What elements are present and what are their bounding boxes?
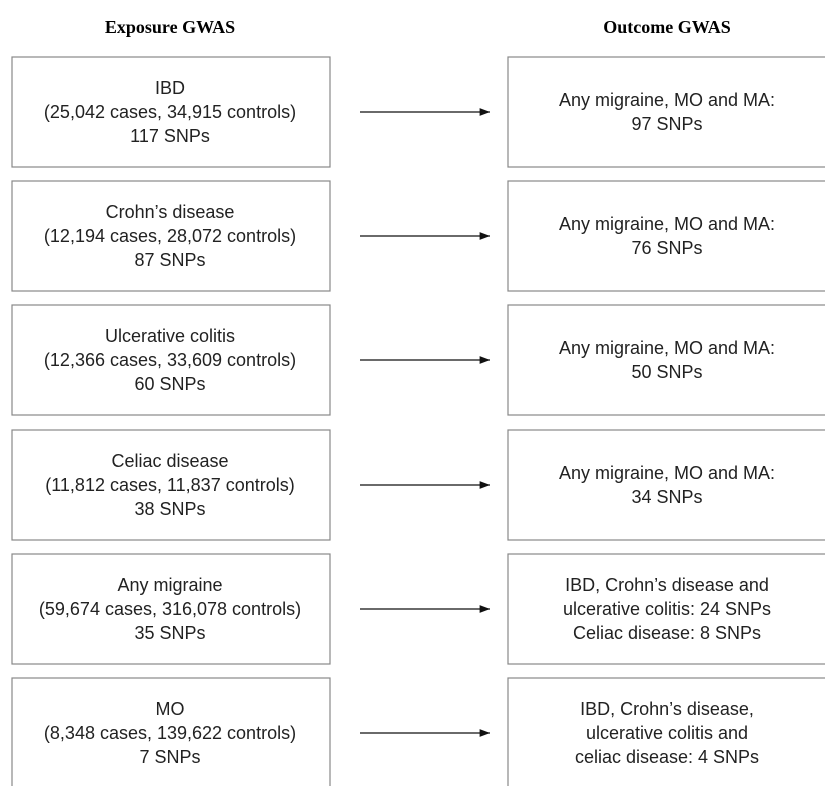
exposure-text: Celiac disease	[111, 451, 228, 471]
outcome-text: ulcerative colitis and	[586, 723, 748, 743]
exposure-text: 60 SNPs	[134, 374, 205, 394]
outcome-box	[507, 304, 825, 416]
outcome-text: IBD, Crohn’s disease and	[565, 575, 769, 595]
outcome-text: Any migraine, MO and MA:	[559, 90, 775, 110]
exposure-box	[11, 429, 331, 541]
outcome-box	[507, 677, 825, 786]
outcome-box	[507, 180, 825, 292]
outcome-text: 34 SNPs	[631, 487, 702, 507]
outcome-text: Any migraine, MO and MA:	[559, 214, 775, 234]
outcome-text: Any migraine, MO and MA:	[559, 463, 775, 483]
outcome-text: Celiac disease: 8 SNPs	[573, 623, 761, 643]
outcome-header: Outcome GWAS	[603, 17, 731, 37]
exposure-text: IBD	[155, 78, 185, 98]
exposure-text: (59,674 cases, 316,078 controls)	[39, 599, 301, 619]
exposure-text: Crohn’s disease	[106, 202, 235, 222]
exposure-text: 35 SNPs	[134, 623, 205, 643]
exposure-text: (8,348 cases, 139,622 controls)	[44, 723, 296, 743]
exposure-text: (11,812 cases, 11,837 controls)	[45, 475, 294, 495]
outcome-text: 97 SNPs	[631, 114, 702, 134]
outcome-text: Any migraine, MO and MA:	[559, 338, 775, 358]
exposure-box	[11, 304, 331, 416]
exposure-header: Exposure GWAS	[105, 17, 235, 37]
outcome-box	[507, 429, 825, 541]
outcome-text: 76 SNPs	[631, 238, 702, 258]
exposure-text: (12,366 cases, 33,609 controls)	[44, 350, 296, 370]
exposure-box	[11, 180, 331, 292]
exposure-text: Any migraine	[117, 575, 222, 595]
exposure-text: 87 SNPs	[134, 250, 205, 270]
exposure-box	[11, 56, 331, 168]
exposure-text: (12,194 cases, 28,072 controls)	[44, 226, 296, 246]
exposure-text: (25,042 cases, 34,915 controls)	[44, 102, 296, 122]
exposure-text: Ulcerative colitis	[105, 326, 235, 346]
exposure-text: 38 SNPs	[134, 499, 205, 519]
exposure-text: MO	[156, 699, 185, 719]
exposure-text: 7 SNPs	[139, 747, 200, 767]
outcome-text: IBD, Crohn’s disease,	[580, 699, 754, 719]
outcome-text: celiac disease: 4 SNPs	[575, 747, 759, 767]
exposure-box	[11, 677, 331, 786]
exposure-text: 117 SNPs	[130, 126, 210, 146]
outcome-text: 50 SNPs	[631, 362, 702, 382]
outcome-box	[507, 553, 825, 665]
outcome-text: ulcerative colitis: 24 SNPs	[563, 599, 771, 619]
outcome-box	[507, 56, 825, 168]
exposure-box	[11, 553, 331, 665]
